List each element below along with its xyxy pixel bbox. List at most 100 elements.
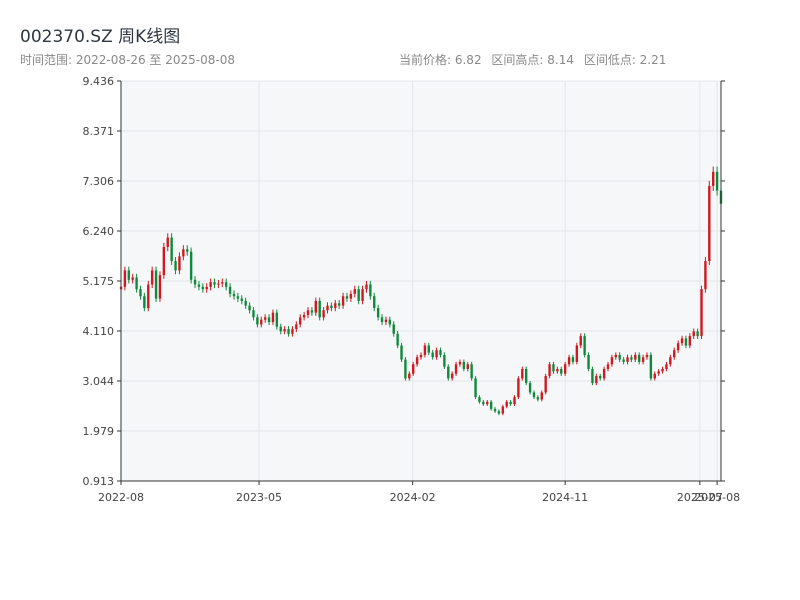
candle-body bbox=[708, 185, 711, 262]
chart-title: 002370.SZ 周K线图 bbox=[20, 27, 181, 47]
candle-body bbox=[123, 270, 127, 287]
y-tick-label: 7.306 bbox=[83, 175, 115, 188]
candle-body bbox=[306, 310, 310, 316]
candle-body bbox=[567, 357, 571, 365]
candle-body bbox=[396, 333, 399, 346]
candle-body bbox=[528, 383, 532, 393]
candle-body bbox=[579, 336, 582, 346]
x-tick-label: 2023-05 bbox=[236, 491, 282, 504]
candle-body bbox=[170, 237, 173, 262]
y-tick-label: 6.240 bbox=[83, 225, 115, 238]
candle-body bbox=[260, 319, 263, 325]
candle-body bbox=[544, 376, 547, 393]
candle-body bbox=[147, 284, 150, 308]
candle-body bbox=[127, 270, 130, 280]
y-tick-label: 1.979 bbox=[83, 425, 115, 438]
candle-body bbox=[388, 319, 392, 325]
candle-body bbox=[345, 296, 349, 299]
candle-body bbox=[614, 354, 618, 358]
candle-body bbox=[427, 345, 430, 353]
x-tick-label: 2024-11 bbox=[542, 491, 588, 504]
candle-body bbox=[318, 300, 321, 318]
candle-body bbox=[404, 359, 407, 379]
candle-body bbox=[236, 296, 240, 299]
candle-body bbox=[493, 408, 497, 412]
candle-body bbox=[263, 317, 267, 320]
candle-body bbox=[661, 368, 664, 372]
candle-body bbox=[595, 376, 598, 384]
candle-body bbox=[240, 298, 243, 301]
candle-body bbox=[513, 397, 516, 405]
candle-body bbox=[186, 249, 189, 252]
candle-body bbox=[521, 368, 524, 379]
candle-body bbox=[626, 357, 629, 362]
candle-body bbox=[201, 286, 205, 290]
candle-body bbox=[314, 300, 318, 313]
candle-body bbox=[665, 364, 668, 369]
candle-body bbox=[673, 350, 676, 358]
candle-body bbox=[540, 392, 543, 400]
range-low: 区间低点: 2.21 bbox=[583, 53, 667, 67]
candle-body bbox=[556, 368, 559, 372]
candle-body bbox=[217, 283, 220, 285]
candle-body bbox=[174, 261, 177, 271]
candle-body bbox=[205, 286, 208, 290]
candle-body bbox=[599, 376, 602, 379]
candle-body bbox=[279, 326, 282, 332]
candle-body bbox=[489, 401, 493, 409]
price-stats: 当前价格: 6.82 区间高点: 8.14 区间低点: 2.21 bbox=[399, 51, 672, 68]
candle-body bbox=[474, 378, 477, 398]
candle-body bbox=[478, 397, 481, 402]
candle-body bbox=[548, 364, 551, 377]
candle-body bbox=[575, 345, 579, 362]
candle-body bbox=[560, 368, 563, 374]
y-tick-label: 0.913 bbox=[83, 475, 115, 488]
candle-body bbox=[669, 357, 672, 365]
current-price: 当前价格: 6.82 bbox=[399, 53, 482, 67]
candle-body bbox=[373, 296, 376, 308]
candle-body bbox=[228, 286, 232, 294]
candle-body bbox=[224, 282, 228, 287]
candle-body bbox=[637, 354, 641, 362]
candle-body bbox=[209, 282, 212, 287]
candle-body bbox=[630, 357, 633, 360]
candle-body bbox=[166, 237, 169, 247]
candle-body bbox=[676, 343, 680, 351]
candle-body bbox=[610, 357, 614, 365]
candle-body bbox=[454, 364, 458, 374]
candle-body bbox=[509, 401, 512, 405]
candle-body bbox=[369, 284, 372, 297]
candle-body bbox=[213, 282, 216, 285]
candle-body bbox=[645, 354, 649, 358]
candle-body bbox=[299, 317, 302, 325]
candle-body bbox=[271, 312, 275, 323]
candle-body bbox=[517, 378, 520, 398]
candle-body bbox=[439, 350, 442, 355]
candle-body bbox=[692, 331, 695, 337]
candle-body bbox=[704, 261, 707, 290]
candle-body bbox=[563, 364, 567, 374]
candle-body bbox=[295, 324, 298, 330]
x-tick-label: 2022-08 bbox=[98, 491, 144, 504]
y-tick-label: 4.110 bbox=[83, 325, 115, 338]
candle-body bbox=[256, 317, 259, 325]
y-tick-label: 3.044 bbox=[83, 375, 115, 388]
y-tick-label: 5.175 bbox=[83, 275, 115, 288]
candle-body bbox=[419, 354, 423, 358]
candle-body bbox=[365, 284, 368, 290]
candle-body bbox=[486, 401, 489, 405]
candle-body bbox=[357, 289, 360, 301]
x-tick-label: 2025-08 bbox=[694, 491, 740, 504]
candle-body bbox=[408, 373, 411, 379]
candle-body bbox=[618, 354, 621, 360]
candle-body bbox=[287, 329, 290, 334]
x-tick-label: 2025-07 bbox=[677, 491, 723, 504]
candle-body bbox=[131, 277, 134, 280]
candle-body bbox=[197, 284, 201, 287]
candle-body bbox=[606, 364, 610, 369]
candle-body bbox=[353, 289, 356, 294]
candle-body bbox=[310, 310, 314, 313]
candle-body bbox=[680, 338, 684, 344]
candle-body bbox=[552, 364, 555, 372]
